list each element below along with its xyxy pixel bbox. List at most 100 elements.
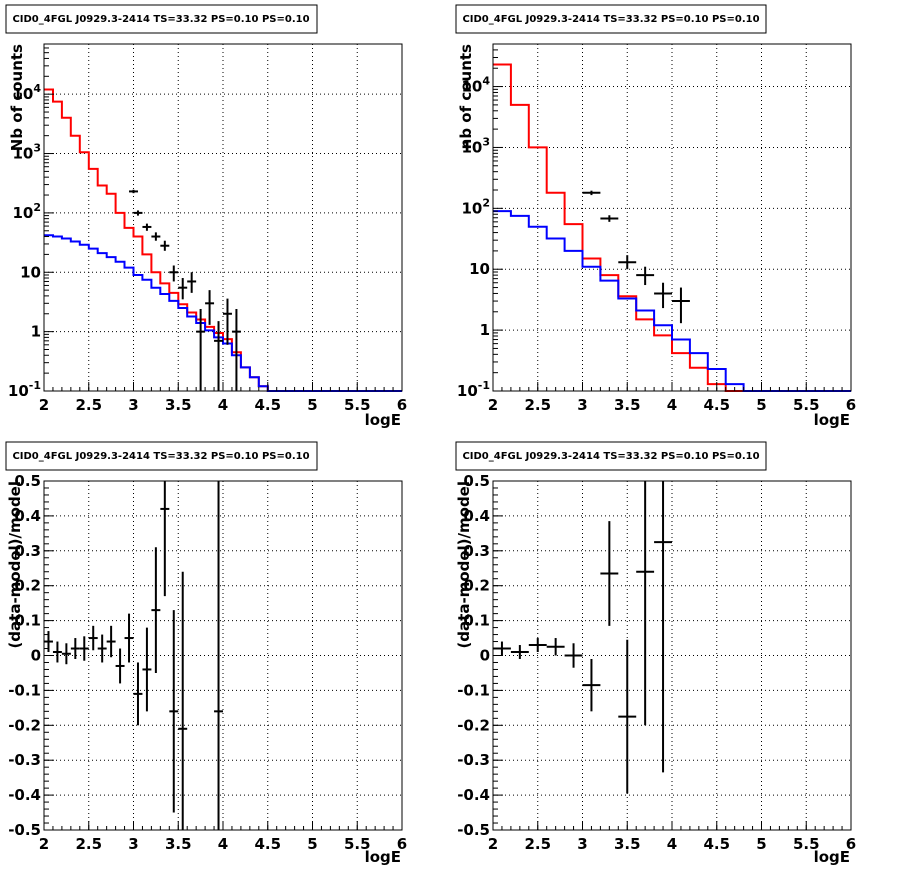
data-point <box>133 210 143 216</box>
x-axis-label: logE <box>814 411 850 429</box>
x-tick-label: 4 <box>218 835 228 853</box>
axis-ticks: 2 2.5 3 3.5 4 4.5 5 5.5 6 -0.5 -0.4 -0.3 -0.2 -0.1 0 0.… <box>457 472 856 853</box>
x-axis-label: logE <box>814 848 850 866</box>
data-point <box>178 278 188 300</box>
title-box: CID0_4FGL J0929.3-2414 TS=33.32 PS=0.10 … <box>455 4 767 34</box>
x-tick-label: 4 <box>667 835 677 853</box>
y-axis-label: nb of counts <box>457 44 475 149</box>
data-point <box>582 190 601 196</box>
data-point <box>214 321 223 391</box>
chart-title: CID0_4FGL J0929.3-2414 TS=33.32 PS=0.10 … <box>462 451 759 462</box>
x-tick-label: 3.5 <box>614 835 641 853</box>
data-point <box>106 625 116 658</box>
data-point <box>654 282 672 309</box>
data-point <box>151 232 161 241</box>
y-tick-label: 0.3 <box>14 542 41 560</box>
y-tick-label: -0.5 <box>457 821 490 839</box>
x-tick-label: 3.5 <box>165 835 192 853</box>
data-point <box>223 298 232 345</box>
panel-bottom-left: CID0_4FGL J0929.3-2414 TS=33.32 PS=0.10 … <box>5 441 407 866</box>
data-point <box>582 658 601 712</box>
x-tick-label: 6 <box>846 396 856 414</box>
data-point <box>79 636 89 661</box>
x-tick-label: 5 <box>307 835 317 853</box>
data-point <box>600 521 619 626</box>
y-tick-label: 1 <box>31 323 41 341</box>
y-tick-label: -0.1 <box>8 681 41 699</box>
data-point <box>214 481 223 830</box>
x-tick-label: 2.5 <box>524 835 551 853</box>
x-axis-label: logE <box>365 848 401 866</box>
data-point <box>546 638 565 656</box>
series-layer <box>44 481 223 830</box>
y-tick-label: -0.2 <box>457 716 490 734</box>
chart-title: CID0_4FGL J0929.3-2414 TS=33.32 PS=0.10 … <box>12 14 309 25</box>
y-tick-label: 0.4 <box>463 507 490 525</box>
x-tick-label: 2.5 <box>75 835 102 853</box>
y-tick-label: 0.3 <box>463 542 490 560</box>
data-point <box>151 547 161 673</box>
data-point <box>160 481 170 597</box>
x-tick-label: 3.5 <box>165 396 192 414</box>
title-box: CID0_4FGL J0929.3-2414 TS=33.32 PS=0.10 … <box>5 4 318 34</box>
y-tick-label: 1 <box>480 321 490 339</box>
x-tick-label: 5 <box>307 396 317 414</box>
data-point <box>129 189 138 194</box>
data-point <box>618 255 637 270</box>
x-tick-label: 2 <box>39 396 49 414</box>
y-tick-label: 10 <box>20 263 41 281</box>
x-tick-label: 3 <box>128 835 138 853</box>
x-tick-label: 4 <box>218 396 228 414</box>
y-tick-label: 0.1 <box>14 612 41 630</box>
y-tick-label: 0 <box>31 647 41 665</box>
x-axis-label: logE <box>365 411 401 429</box>
data-point <box>133 662 143 726</box>
x-tick-label: 2.5 <box>75 396 102 414</box>
data-point <box>178 571 188 830</box>
data-point <box>187 272 197 293</box>
data-point <box>169 610 179 813</box>
data-point <box>142 627 152 712</box>
x-tick-label: 4.5 <box>703 396 730 414</box>
data-point <box>115 648 125 684</box>
data-point <box>231 309 241 391</box>
chart-title: CID0_4FGL J0929.3-2414 TS=33.32 PS=0.10 … <box>462 14 759 25</box>
y-axis-label: Nb of counts <box>8 44 26 151</box>
y-tick-label: 0.4 <box>14 507 41 525</box>
data-point <box>160 240 170 251</box>
y-tick-label: 0.1 <box>463 612 490 630</box>
data-point <box>564 643 583 668</box>
x-tick-label: 2 <box>39 835 49 853</box>
data-point <box>88 625 98 651</box>
data-point <box>70 638 80 659</box>
data-point <box>196 309 206 391</box>
data-point <box>205 290 215 325</box>
y-tick-label: 10 <box>469 260 490 278</box>
y-tick-label: -0.3 <box>8 751 41 769</box>
x-tick-label: 3.5 <box>614 396 641 414</box>
title-box: CID0_4FGL J0929.3-2414 TS=33.32 PS=0.10 … <box>5 441 318 471</box>
x-tick-label: 6 <box>846 835 856 853</box>
data-point <box>618 639 637 794</box>
chart-title: CID0_4FGL J0929.3-2414 TS=33.32 PS=0.10 … <box>12 451 309 462</box>
x-tick-label: 3 <box>577 835 587 853</box>
data-point <box>169 265 179 282</box>
y-tick-label: 0.5 <box>463 472 490 490</box>
data-point <box>528 638 547 653</box>
y-tick-label: 0.2 <box>463 577 490 595</box>
data-point <box>52 641 62 663</box>
y-axis-label: (data-model)/model <box>6 481 24 649</box>
x-tick-label: 4.5 <box>254 835 281 853</box>
x-tick-label: 5 <box>756 835 766 853</box>
x-tick-label: 6 <box>397 396 407 414</box>
x-tick-label: 6 <box>397 835 407 853</box>
data-point <box>124 613 134 663</box>
x-tick-label: 2.5 <box>524 396 551 414</box>
x-tick-label: 5.5 <box>793 835 820 853</box>
y-tick-label: 0.2 <box>14 577 41 595</box>
y-tick-label: -0.1 <box>457 681 490 699</box>
x-tick-label: 5 <box>756 396 766 414</box>
x-tick-label: 4 <box>667 396 677 414</box>
